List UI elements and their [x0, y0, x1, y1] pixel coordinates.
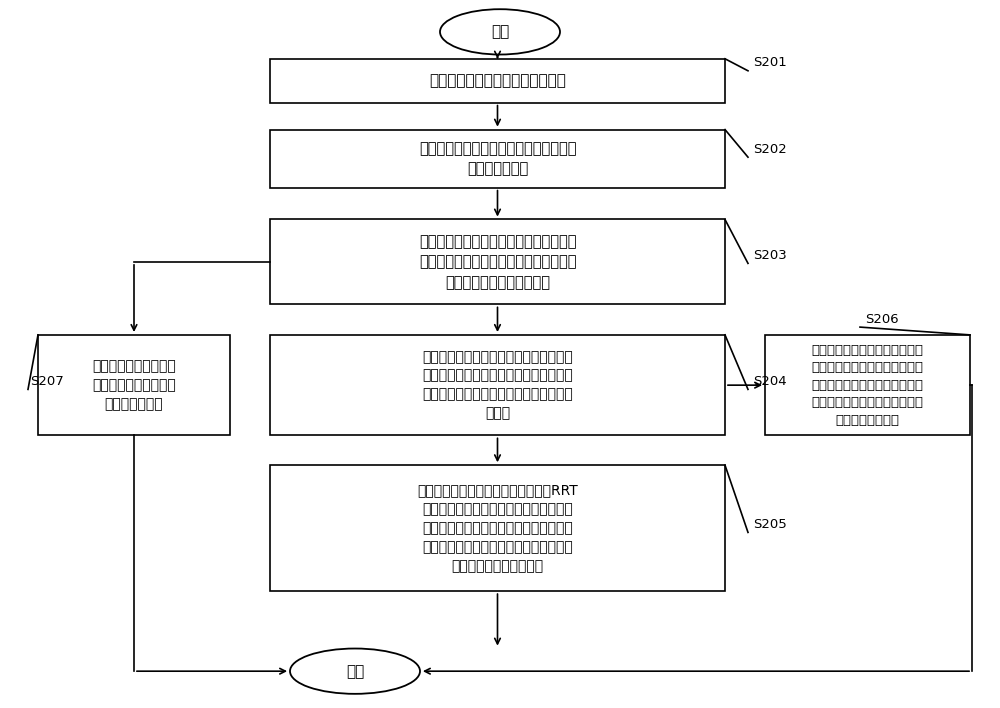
- FancyBboxPatch shape: [765, 335, 970, 435]
- Text: S203: S203: [753, 249, 787, 262]
- Text: S207: S207: [30, 375, 64, 388]
- FancyBboxPatch shape: [38, 335, 230, 435]
- Text: 在自动行驶过程中，对接驾车辆搭载的感
知模块所感知的环境感知信息和所接收到
的高精度地图中的同一位置的环境信息进
行比对: 在自动行驶过程中，对接驾车辆搭载的感 知模块所感知的环境感知信息和所接收到 的高…: [422, 350, 573, 421]
- Text: S201: S201: [753, 57, 787, 69]
- Text: S206: S206: [865, 313, 899, 326]
- Text: S205: S205: [753, 518, 787, 531]
- Text: 基于所述接驾指令，发送接驾车辆所在位
置给云端服务器: 基于所述接驾指令，发送接驾车辆所在位 置给云端服务器: [419, 141, 576, 176]
- Text: S202: S202: [753, 143, 787, 156]
- Text: 结束: 结束: [346, 663, 364, 679]
- Text: 接收云端服务器下发的导航路径和接驾车
辆所在停车场的高精度地图信息，并基于
所述导航路径进行自动行驶: 接收云端服务器下发的导航路径和接驾车 辆所在停车场的高精度地图信息，并基于 所述…: [419, 234, 576, 290]
- FancyBboxPatch shape: [270, 219, 725, 304]
- Ellipse shape: [440, 9, 560, 55]
- Text: 开始: 开始: [491, 24, 509, 40]
- FancyBboxPatch shape: [270, 59, 725, 103]
- Text: S204: S204: [753, 375, 787, 388]
- Text: 车辆接收移动终端发送的接驾指令: 车辆接收移动终端发送的接驾指令: [429, 73, 566, 88]
- Ellipse shape: [290, 649, 420, 694]
- FancyBboxPatch shape: [270, 335, 725, 435]
- Text: 在比对结果不一致时，采用滚动在线RRT
算法对所述导航路径进行局部路径修正，
并按照修正的局部路径进行自动行驶，且
在通过所修正的局部路径路段后，继续按
照所述: 在比对结果不一致时，采用滚动在线RRT 算法对所述导航路径进行局部路径修正， 并…: [417, 484, 578, 573]
- FancyBboxPatch shape: [270, 465, 725, 591]
- FancyBboxPatch shape: [270, 130, 725, 188]
- Text: 在自动行驶过程中，将
接驾车辆的实时位置传
输给云端服务器: 在自动行驶过程中，将 接驾车辆的实时位置传 输给云端服务器: [92, 359, 176, 411]
- Text: 在比对结果不一致时，将所感知
的环境感知信息上传给云端服务
器，使云端服务器按照所述环境
信息对高精度地图中同一位置的
环境信息进行修正: 在比对结果不一致时，将所感知 的环境感知信息上传给云端服务 器，使云端服务器按照…: [812, 343, 924, 427]
